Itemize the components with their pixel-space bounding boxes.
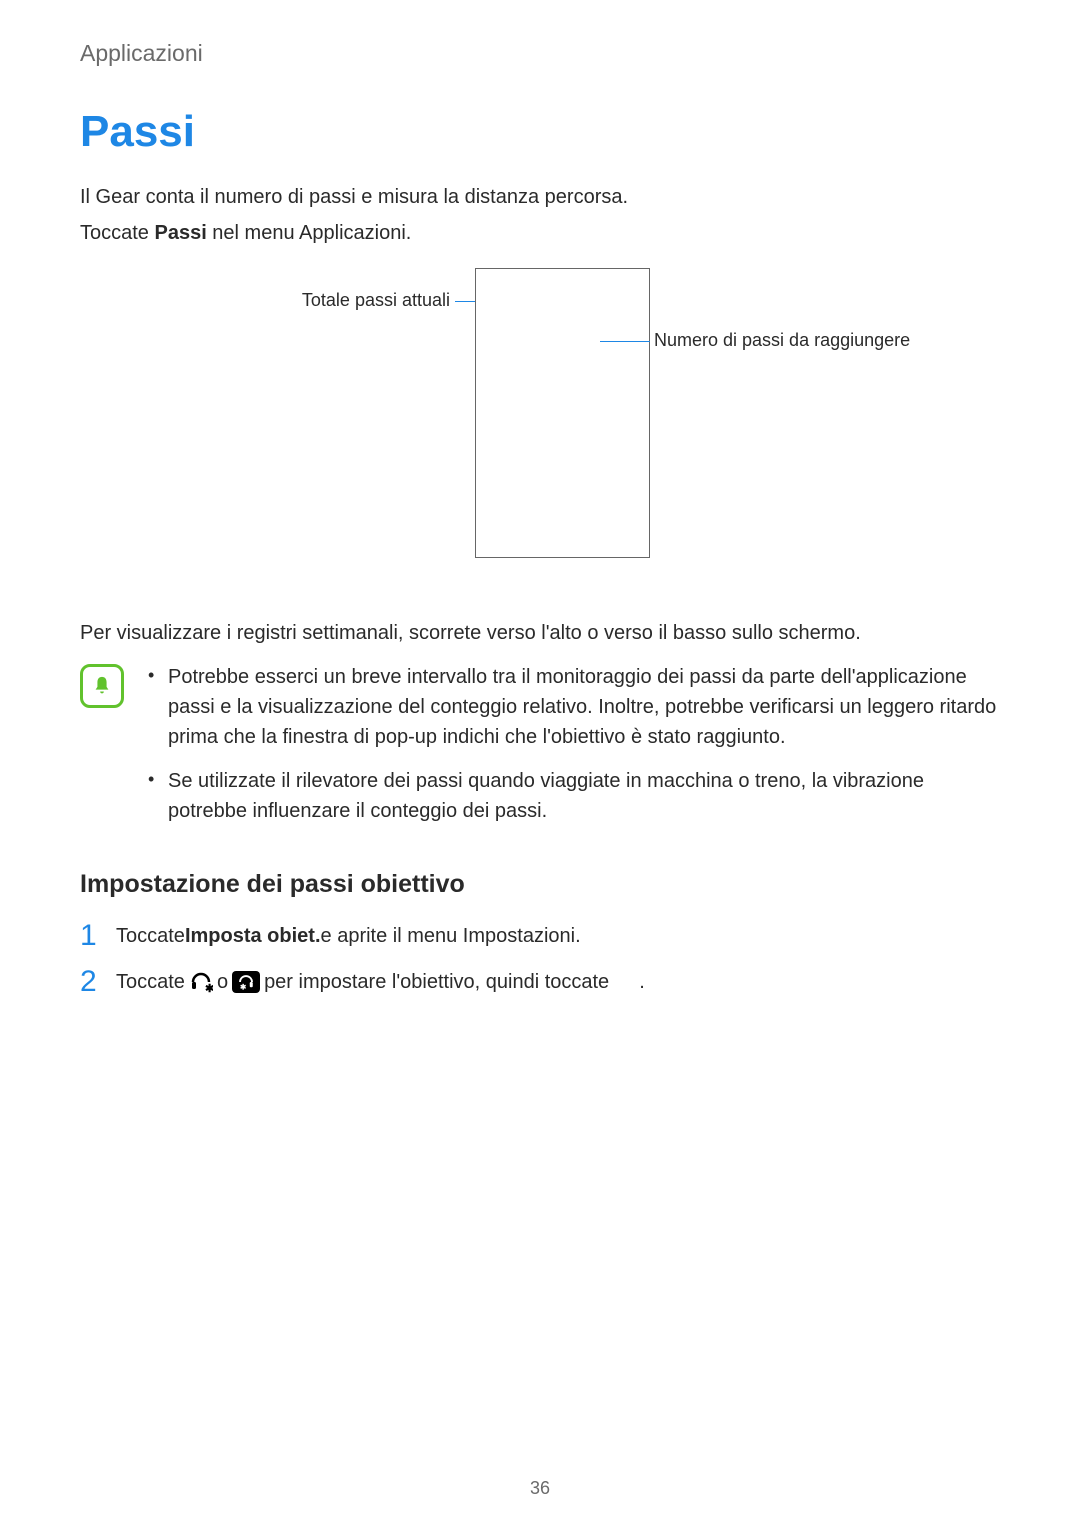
- step2-pre: Toccate: [116, 967, 185, 997]
- step-number: 2: [80, 965, 116, 999]
- page-title: Passi: [80, 107, 1000, 157]
- step1-post: e aprite il menu Impostazioni.: [321, 921, 581, 951]
- headset-right-icon: ✱: [232, 971, 260, 993]
- headset-left-icon: ✱: [189, 970, 213, 994]
- intro-bold: Passi: [154, 222, 206, 244]
- page-number: 36: [0, 1478, 1080, 1499]
- device-screen-placeholder: [475, 268, 650, 558]
- svg-text:✱: ✱: [205, 983, 213, 994]
- manual-page: Applicazioni Passi Il Gear conta il nume…: [0, 0, 1080, 1527]
- step-text: Toccate ✱ o ✱ per impostare l'obiettivo,…: [116, 967, 645, 997]
- step-text: Toccate Imposta obiet. e aprite il menu …: [116, 921, 581, 951]
- callout-right: Numero di passi da raggiungere: [654, 330, 910, 351]
- step-1: 1 Toccate Imposta obiet. e aprite il men…: [80, 919, 1000, 953]
- step2-post: per impostare l'obiettivo, quindi toccat…: [264, 967, 609, 997]
- bell-icon: [80, 664, 124, 708]
- bell-icon-svg: [91, 675, 113, 697]
- note-icon-wrap: [80, 664, 130, 708]
- after-diagram-text: Per visualizzare i registri settimanali,…: [80, 618, 1000, 648]
- step1-pre: Toccate: [116, 921, 185, 951]
- step2-end: .: [639, 967, 645, 997]
- diagram: Totale passi attuali Numero di passi da …: [80, 268, 1000, 588]
- step-number: 1: [80, 919, 116, 953]
- note-item: Potrebbe esserci un breve intervallo tra…: [144, 662, 1000, 752]
- intro-post: nel menu Applicazioni.: [207, 222, 412, 244]
- intro-line-2: Toccate Passi nel menu Applicazioni.: [80, 218, 1000, 248]
- svg-text:✱: ✱: [240, 983, 247, 992]
- note-list: Potrebbe esserci un breve intervallo tra…: [144, 662, 1000, 840]
- subheading: Impostazione dei passi obiettivo: [80, 870, 1000, 899]
- note-item: Se utilizzate il rilevatore dei passi qu…: [144, 766, 1000, 826]
- callout-line-right: [600, 341, 650, 342]
- callout-left: Totale passi attuali: [80, 290, 450, 311]
- step-2: 2 Toccate ✱ o ✱ per impostare l'obiettiv…: [80, 965, 1000, 999]
- note-block: Potrebbe esserci un breve intervallo tra…: [80, 662, 1000, 840]
- section-header: Applicazioni: [80, 40, 1000, 67]
- step2-mid: o: [217, 967, 228, 997]
- intro-line-1: Il Gear conta il numero di passi e misur…: [80, 182, 1000, 212]
- step1-bold: Imposta obiet.: [185, 921, 321, 951]
- intro-pre: Toccate: [80, 222, 154, 244]
